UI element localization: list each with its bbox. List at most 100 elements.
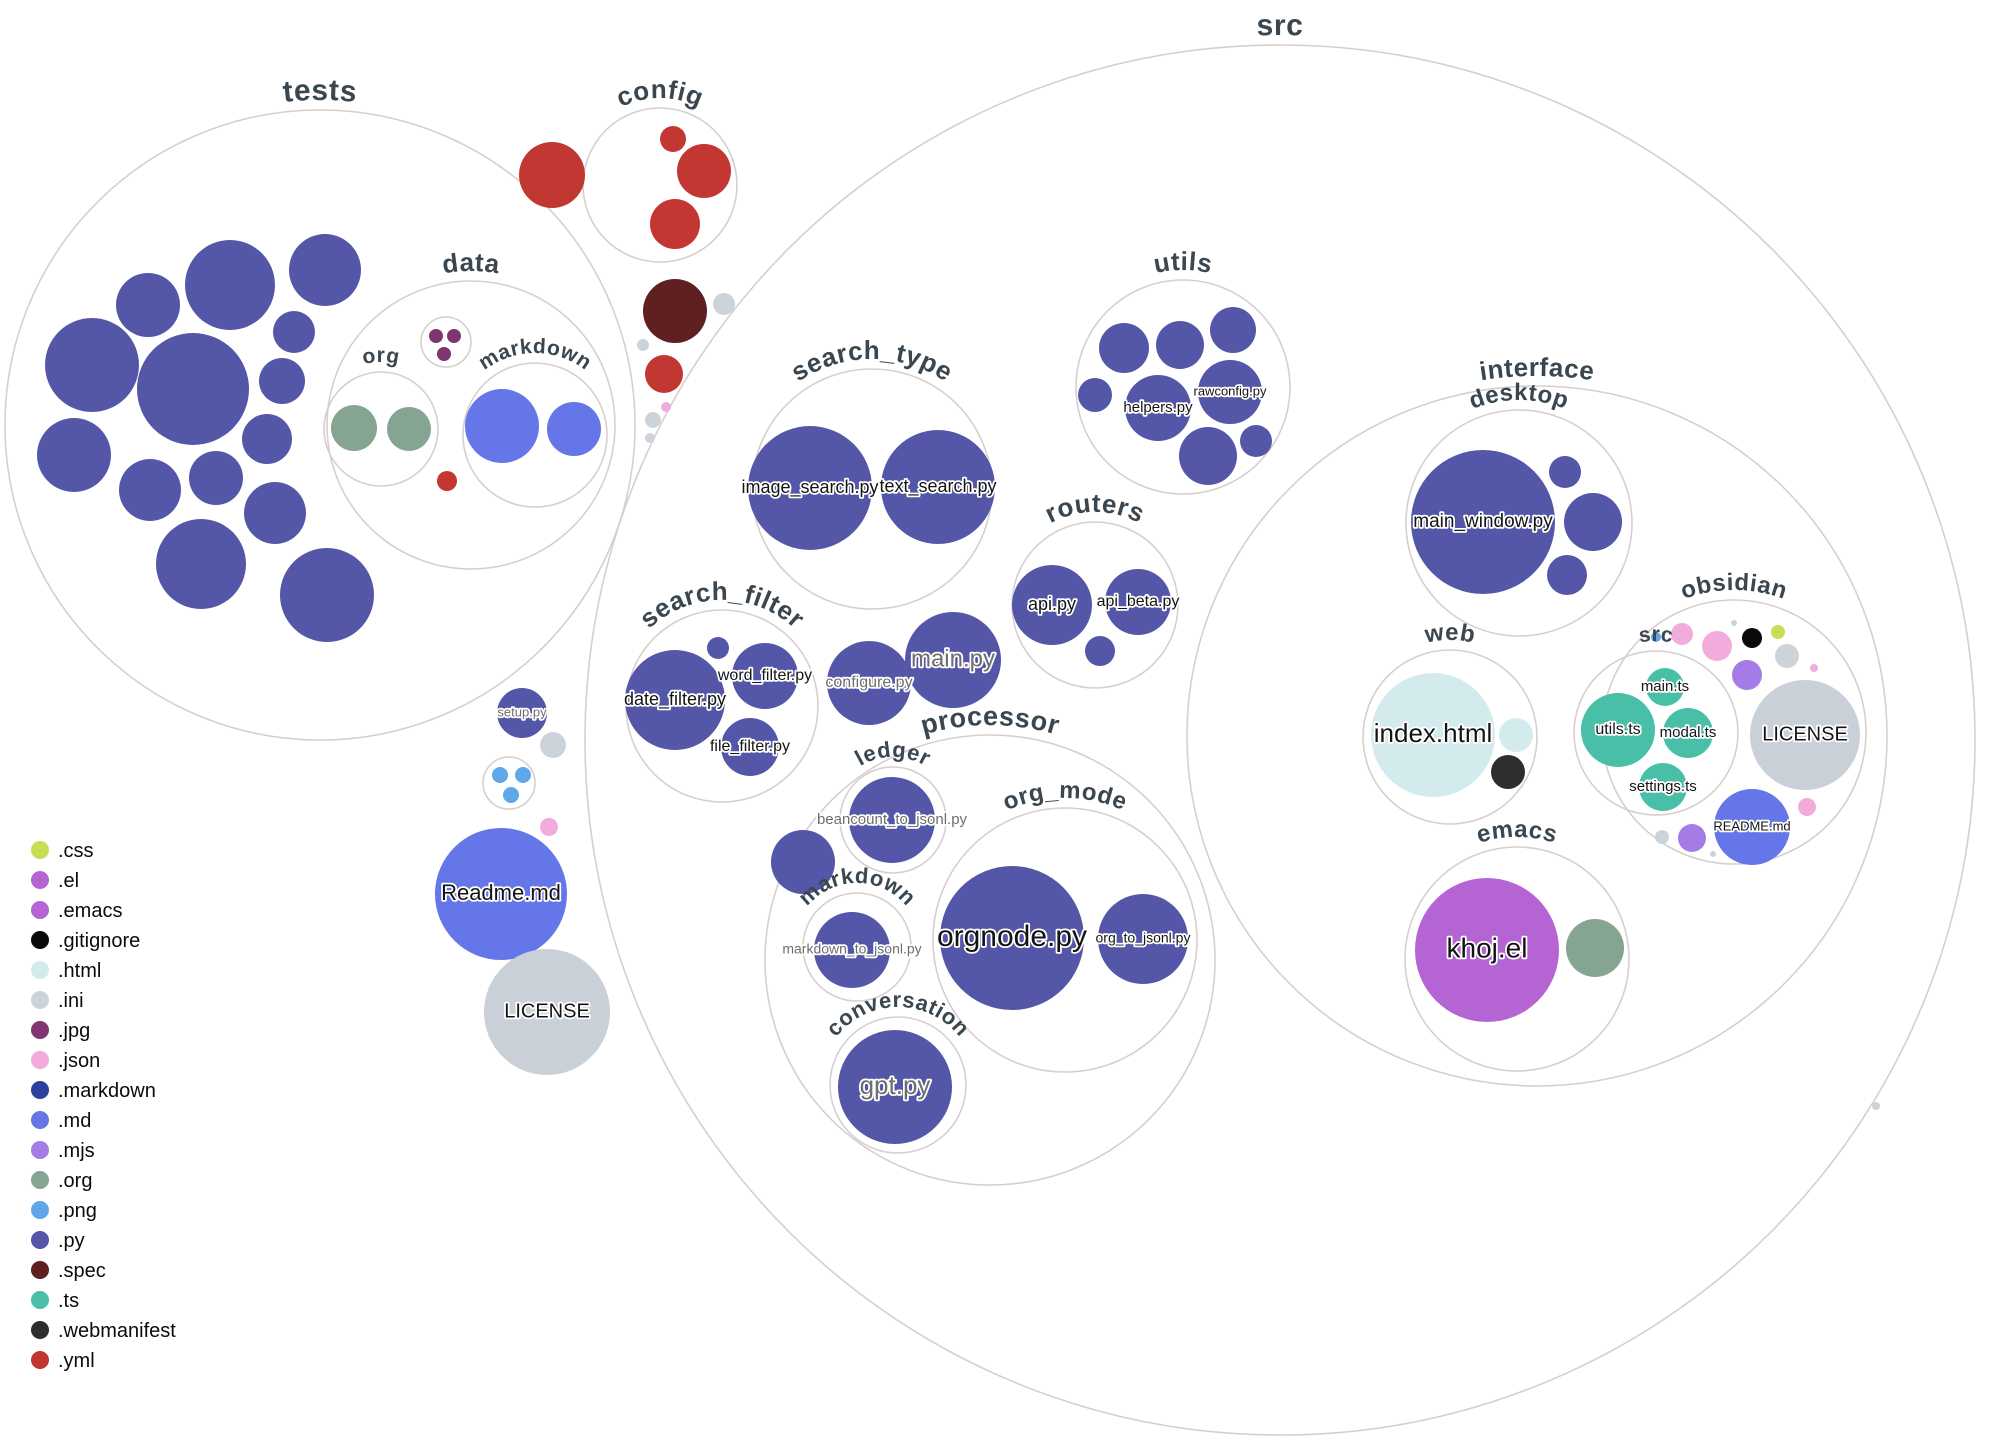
folder-circle-processor[interactable]: [764, 734, 1216, 1186]
file-circle-obsidian-readme[interactable]: [1714, 789, 1790, 865]
file-circle-search-filter-py-sm[interactable]: [707, 637, 729, 659]
file-circle-tests-py-2[interactable]: [185, 240, 275, 330]
file-circle-obsidian-ini-3[interactable]: [1655, 830, 1669, 844]
file-circle-date-filter-py[interactable]: [625, 650, 725, 750]
folder-circle-interface[interactable]: [1186, 385, 1888, 1087]
folder-circle-desktop[interactable]: [1405, 409, 1633, 637]
file-circle-org-to-jsonl-py[interactable]: [1098, 894, 1188, 984]
file-circle-tests-py-3[interactable]: [289, 234, 361, 306]
folder-circle-data[interactable]: [326, 280, 616, 570]
file-circle-obsidian-ini-1[interactable]: [1731, 620, 1737, 626]
file-circle-utils-py-1[interactable]: [1099, 323, 1149, 373]
file-circle-config-yml-3[interactable]: [677, 144, 731, 198]
file-circle-tests-py-7[interactable]: [259, 358, 305, 404]
file-circle-root-ini-3[interactable]: [645, 412, 661, 428]
file-circle-obsidian-ini-4[interactable]: [1710, 851, 1716, 857]
file-circle-tests-py-4[interactable]: [273, 311, 315, 353]
file-circle-obsidian-mjs-2[interactable]: [1678, 824, 1706, 852]
file-circle-web-webmanifest[interactable]: [1491, 755, 1525, 789]
file-circle-tests-py-11[interactable]: [189, 451, 243, 505]
file-circle-root-json-1[interactable]: [661, 402, 671, 412]
folder-circle-tests[interactable]: [4, 109, 636, 741]
file-circle-text-search-py[interactable]: [881, 430, 995, 544]
file-circle-processor-py-sm[interactable]: [771, 830, 835, 894]
file-circle-obsidian-license[interactable]: [1750, 680, 1860, 790]
file-circle-desktop-py-2[interactable]: [1564, 493, 1622, 551]
file-circle-tests-py-13[interactable]: [156, 519, 246, 609]
folder-circle-src[interactable]: [584, 44, 1976, 1436]
file-circle-emacs-org[interactable]: [1566, 919, 1624, 977]
folder-circle-utils[interactable]: [1075, 279, 1291, 495]
file-circle-obsidian-mjs-1[interactable]: [1732, 660, 1762, 690]
file-circle-settings-ts[interactable]: [1639, 763, 1687, 811]
file-circle-root-json-2[interactable]: [540, 818, 558, 836]
file-circle-config-yml-4[interactable]: [650, 199, 700, 249]
file-circle-desktop-py-3[interactable]: [1547, 555, 1587, 595]
file-circle-tests-py-10[interactable]: [119, 459, 181, 521]
file-circle-config-yml-2[interactable]: [660, 126, 686, 152]
folder-circle-ledger[interactable]: [839, 766, 947, 874]
file-circle-root-yml[interactable]: [645, 355, 683, 393]
file-circle-setup-py[interactable]: [497, 688, 547, 738]
file-circle-obsidian-gitignore[interactable]: [1742, 628, 1762, 648]
file-circle-data-md-1[interactable]: [465, 389, 539, 463]
file-circle-khoj-el[interactable]: [1415, 878, 1559, 1022]
file-circle-utils-py-6[interactable]: [1240, 425, 1272, 457]
file-circle-utils-py-3[interactable]: [1210, 307, 1256, 353]
file-circle-rawconfig-py[interactable]: [1198, 360, 1262, 424]
file-circle-utils-py-2[interactable]: [1156, 321, 1204, 369]
file-circle-root-png-2[interactable]: [515, 767, 531, 783]
file-circle-data-yml[interactable]: [437, 471, 457, 491]
file-circle-routers-py-sm[interactable]: [1085, 636, 1115, 666]
file-circle-data-jpg-1[interactable]: [429, 329, 443, 343]
folder-circle-web[interactable]: [1362, 649, 1538, 825]
file-circle-api-py[interactable]: [1012, 565, 1092, 645]
file-circle-obsidian-ini-2[interactable]: [1775, 644, 1799, 668]
file-circle-main-window-py[interactable]: [1411, 450, 1555, 594]
folder-circle-conversation[interactable]: [829, 1016, 967, 1154]
file-circle-main-ts[interactable]: [1646, 668, 1684, 706]
file-circle-root-png-1[interactable]: [492, 767, 508, 783]
file-circle-obsidian-json-3[interactable]: [1810, 664, 1818, 672]
file-circle-gpt-py[interactable]: [838, 1030, 952, 1144]
file-circle-config-yml-1[interactable]: [519, 142, 585, 208]
file-circle-root-ini-4[interactable]: [645, 433, 655, 443]
file-circle-utils-py-4[interactable]: [1078, 378, 1112, 412]
file-circle-tests-py-12[interactable]: [244, 482, 306, 544]
file-circle-src-edge-dot[interactable]: [1872, 1102, 1880, 1110]
file-circle-word-filter-py[interactable]: [732, 643, 798, 709]
file-circle-api-beta-py[interactable]: [1105, 569, 1171, 635]
file-circle-tests-py-5[interactable]: [45, 318, 139, 412]
file-circle-root-ini-2[interactable]: [637, 339, 649, 351]
file-circle-tests-py-8[interactable]: [242, 414, 292, 464]
file-circle-obsidian-json-1[interactable]: [1671, 623, 1693, 645]
folder-circle-data-markdown[interactable]: [462, 362, 608, 508]
file-circle-tests-py-9[interactable]: [37, 418, 111, 492]
file-circle-root-ini-1[interactable]: [713, 293, 735, 315]
folder-circle-emacs[interactable]: [1404, 846, 1630, 1072]
file-circle-configure-py[interactable]: [827, 641, 911, 725]
file-circle-tests-py-1[interactable]: [116, 273, 180, 337]
file-circle-beancount-to-jsonl-py[interactable]: [849, 777, 935, 863]
folder-circle-data-jpg-group[interactable]: [420, 316, 472, 368]
file-circle-image-search-py[interactable]: [748, 426, 872, 550]
file-circle-obsidian-json-4[interactable]: [1798, 798, 1816, 816]
file-circle-data-org-file-1[interactable]: [331, 405, 377, 451]
file-circle-readme-md[interactable]: [435, 828, 567, 960]
file-circle-utils-ts[interactable]: [1581, 693, 1655, 767]
file-circle-web-html-sm[interactable]: [1499, 718, 1533, 752]
file-circle-data-md-2[interactable]: [547, 402, 601, 456]
folder-circle-obsidian-src[interactable]: [1573, 650, 1739, 816]
file-circle-modal-ts[interactable]: [1663, 708, 1713, 758]
file-circle-obsidian-png[interactable]: [1651, 632, 1661, 642]
file-circle-index-html[interactable]: [1371, 673, 1495, 797]
file-circle-root-png-3[interactable]: [503, 787, 519, 803]
file-circle-file-filter-py[interactable]: [721, 718, 779, 776]
folder-circle-proc-markdown[interactable]: [802, 892, 912, 1002]
file-circle-utils-py-5[interactable]: [1179, 427, 1237, 485]
file-circle-data-org-file-2[interactable]: [387, 407, 431, 451]
folder-circle-org-mode[interactable]: [932, 807, 1198, 1073]
file-circle-data-jpg-2[interactable]: [447, 329, 461, 343]
file-circle-obsidian-css[interactable]: [1771, 625, 1785, 639]
file-circle-desktop-py-1[interactable]: [1549, 456, 1581, 488]
